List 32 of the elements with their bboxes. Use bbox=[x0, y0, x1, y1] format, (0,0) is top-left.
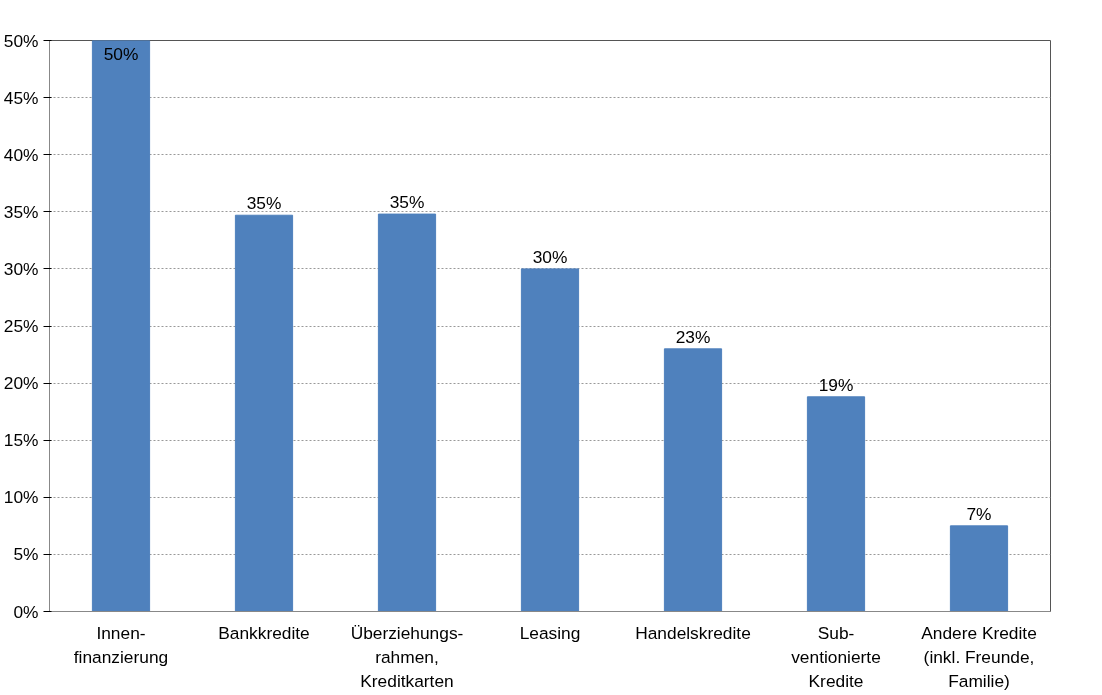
x-tick-label: Andere Kredite (inkl. Freunde, Familie) bbox=[921, 622, 1037, 691]
x-tick-label: Bankkredite bbox=[218, 622, 310, 643]
x-tick-label: Innen- finanzierung bbox=[73, 622, 169, 667]
y-tick-label: 20% bbox=[3, 373, 39, 394]
data-label: 30% bbox=[532, 246, 568, 267]
y-tick-label: 50% bbox=[3, 30, 39, 51]
data-label: 35% bbox=[246, 193, 282, 214]
y-tick-label: 10% bbox=[3, 487, 39, 508]
y-tick-label: 0% bbox=[13, 601, 39, 622]
y-tick-label: 35% bbox=[3, 201, 39, 222]
bar bbox=[520, 268, 580, 612]
bar bbox=[234, 214, 294, 612]
bar bbox=[377, 213, 437, 612]
bar bbox=[949, 525, 1009, 612]
bar bbox=[806, 396, 866, 612]
x-tick-label: Handelskredite bbox=[635, 622, 751, 643]
y-tick-label: 5% bbox=[13, 544, 39, 565]
x-tick-label: Überziehungs- rahmen, Kreditkarten bbox=[350, 622, 464, 691]
data-label: 23% bbox=[675, 326, 711, 347]
y-tick-label: 25% bbox=[3, 316, 39, 336]
data-label: 35% bbox=[389, 192, 425, 213]
data-label: 19% bbox=[818, 374, 854, 395]
bar bbox=[91, 40, 151, 612]
data-label: 50% bbox=[103, 43, 139, 64]
y-tick-label: 40% bbox=[3, 144, 39, 165]
y-tick-label: 15% bbox=[3, 430, 39, 451]
x-tick-label: Sub- ventionierte Kredite bbox=[791, 622, 881, 691]
y-tick-label: 30% bbox=[3, 258, 39, 279]
bar bbox=[663, 348, 723, 612]
y-tick-label: 45% bbox=[3, 87, 39, 108]
data-label: 7% bbox=[966, 503, 992, 524]
x-tick-label: Leasing bbox=[519, 622, 581, 643]
